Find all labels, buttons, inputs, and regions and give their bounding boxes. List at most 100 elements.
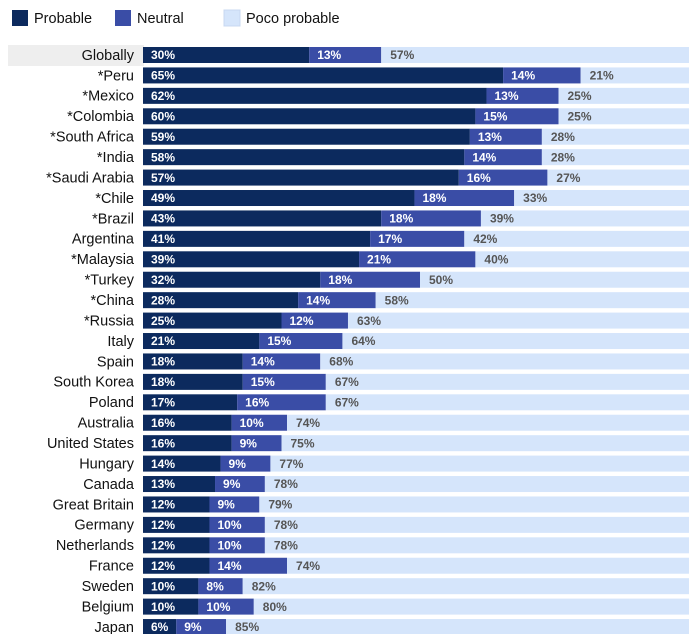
category-label: Hungary bbox=[79, 456, 135, 472]
bar-segment bbox=[198, 578, 243, 595]
bar-segment bbox=[514, 190, 689, 207]
value-label: 10% bbox=[206, 600, 230, 614]
category-label: Italy bbox=[107, 334, 134, 350]
value-label: 16% bbox=[245, 395, 269, 409]
category-label: Netherlands bbox=[56, 538, 134, 554]
value-label: 12% bbox=[290, 314, 314, 328]
bar-segment bbox=[143, 455, 221, 472]
category-label: *Mexico bbox=[82, 89, 134, 105]
bar-segment bbox=[558, 87, 689, 104]
category-label: United States bbox=[47, 436, 134, 452]
bar-segment bbox=[464, 230, 689, 247]
value-label: 78% bbox=[274, 477, 298, 491]
value-label: 10% bbox=[151, 579, 175, 593]
value-label: 39% bbox=[151, 252, 175, 266]
bar-segment bbox=[143, 312, 282, 329]
value-label: 9% bbox=[223, 477, 241, 491]
bar-segment bbox=[143, 598, 199, 615]
legend-label: Poco probable bbox=[246, 11, 340, 27]
value-label: 30% bbox=[151, 48, 175, 62]
value-label: 25% bbox=[568, 89, 592, 103]
category-label: Canada bbox=[83, 477, 135, 493]
value-label: 67% bbox=[335, 375, 359, 389]
category-label: Germany bbox=[74, 518, 134, 534]
value-label: 58% bbox=[385, 293, 409, 307]
value-label: 8% bbox=[206, 579, 224, 593]
bar-segment bbox=[298, 292, 376, 309]
bar-segment bbox=[143, 333, 260, 350]
bar-segment bbox=[143, 373, 243, 390]
value-label: 14% bbox=[217, 559, 241, 573]
bar-segment bbox=[264, 476, 689, 493]
value-label: 21% bbox=[367, 252, 391, 266]
value-label: 9% bbox=[229, 457, 247, 471]
bar-segment bbox=[420, 271, 689, 288]
value-label: 33% bbox=[523, 191, 547, 205]
value-label: 10% bbox=[217, 538, 241, 552]
bar-segment bbox=[541, 128, 689, 145]
bar-segment bbox=[143, 353, 243, 370]
legend-swatch bbox=[12, 10, 28, 26]
bar-segment bbox=[176, 619, 227, 634]
category-label: *South Africa bbox=[50, 130, 135, 146]
bar-segment bbox=[143, 47, 310, 63]
category-label: Argentina bbox=[72, 232, 135, 248]
bar-segment bbox=[320, 271, 420, 288]
bar-segment bbox=[220, 455, 271, 472]
value-label: 74% bbox=[296, 416, 320, 430]
value-label: 78% bbox=[274, 518, 298, 532]
value-label: 25% bbox=[568, 109, 592, 123]
value-label: 15% bbox=[483, 109, 507, 123]
value-label: 79% bbox=[268, 498, 292, 512]
value-label: 18% bbox=[422, 191, 446, 205]
category-label: Australia bbox=[78, 416, 135, 432]
bar-segment bbox=[475, 251, 689, 268]
value-label: 14% bbox=[251, 355, 275, 369]
bar-segment bbox=[209, 557, 288, 574]
value-label: 13% bbox=[151, 477, 175, 491]
value-label: 28% bbox=[551, 150, 575, 164]
value-label: 12% bbox=[151, 559, 175, 573]
bar-segment bbox=[264, 537, 689, 554]
value-label: 16% bbox=[151, 436, 175, 450]
value-label: 77% bbox=[279, 457, 303, 471]
value-label: 82% bbox=[252, 579, 276, 593]
bar-segment bbox=[143, 496, 210, 513]
category-label: Belgium bbox=[82, 599, 134, 615]
bar-segment bbox=[143, 537, 210, 554]
bar-segment bbox=[480, 210, 689, 227]
bar-segment bbox=[320, 353, 689, 370]
bar-segment bbox=[558, 108, 689, 125]
bar-segment bbox=[143, 190, 415, 207]
value-label: 57% bbox=[390, 48, 414, 62]
bar-segment bbox=[143, 394, 238, 411]
value-label: 59% bbox=[151, 130, 175, 144]
bar-segment bbox=[143, 516, 210, 533]
value-label: 32% bbox=[151, 273, 175, 287]
value-label: 67% bbox=[335, 395, 359, 409]
value-label: 10% bbox=[217, 518, 241, 532]
legend-label: Probable bbox=[34, 11, 92, 27]
value-label: 14% bbox=[511, 69, 535, 83]
legend-swatch bbox=[223, 9, 241, 27]
bar-segment bbox=[381, 47, 689, 63]
value-label: 64% bbox=[351, 334, 375, 348]
value-label: 62% bbox=[151, 89, 175, 103]
value-label: 6% bbox=[151, 620, 169, 634]
value-label: 65% bbox=[151, 69, 175, 83]
bar-segment bbox=[143, 435, 232, 452]
bar-segment bbox=[375, 292, 689, 309]
bar-segment bbox=[270, 455, 689, 472]
bar-segment bbox=[287, 557, 689, 574]
bar-segment bbox=[370, 230, 465, 247]
value-label: 27% bbox=[556, 171, 580, 185]
value-label: 85% bbox=[235, 620, 259, 634]
value-label: 15% bbox=[267, 334, 291, 348]
value-label: 14% bbox=[151, 457, 175, 471]
bar-segment bbox=[347, 312, 689, 329]
category-label: *Malaysia bbox=[71, 252, 135, 268]
value-label: 21% bbox=[590, 69, 614, 83]
value-label: 42% bbox=[473, 232, 497, 246]
category-label: South Korea bbox=[53, 375, 135, 391]
value-label: 13% bbox=[494, 89, 518, 103]
